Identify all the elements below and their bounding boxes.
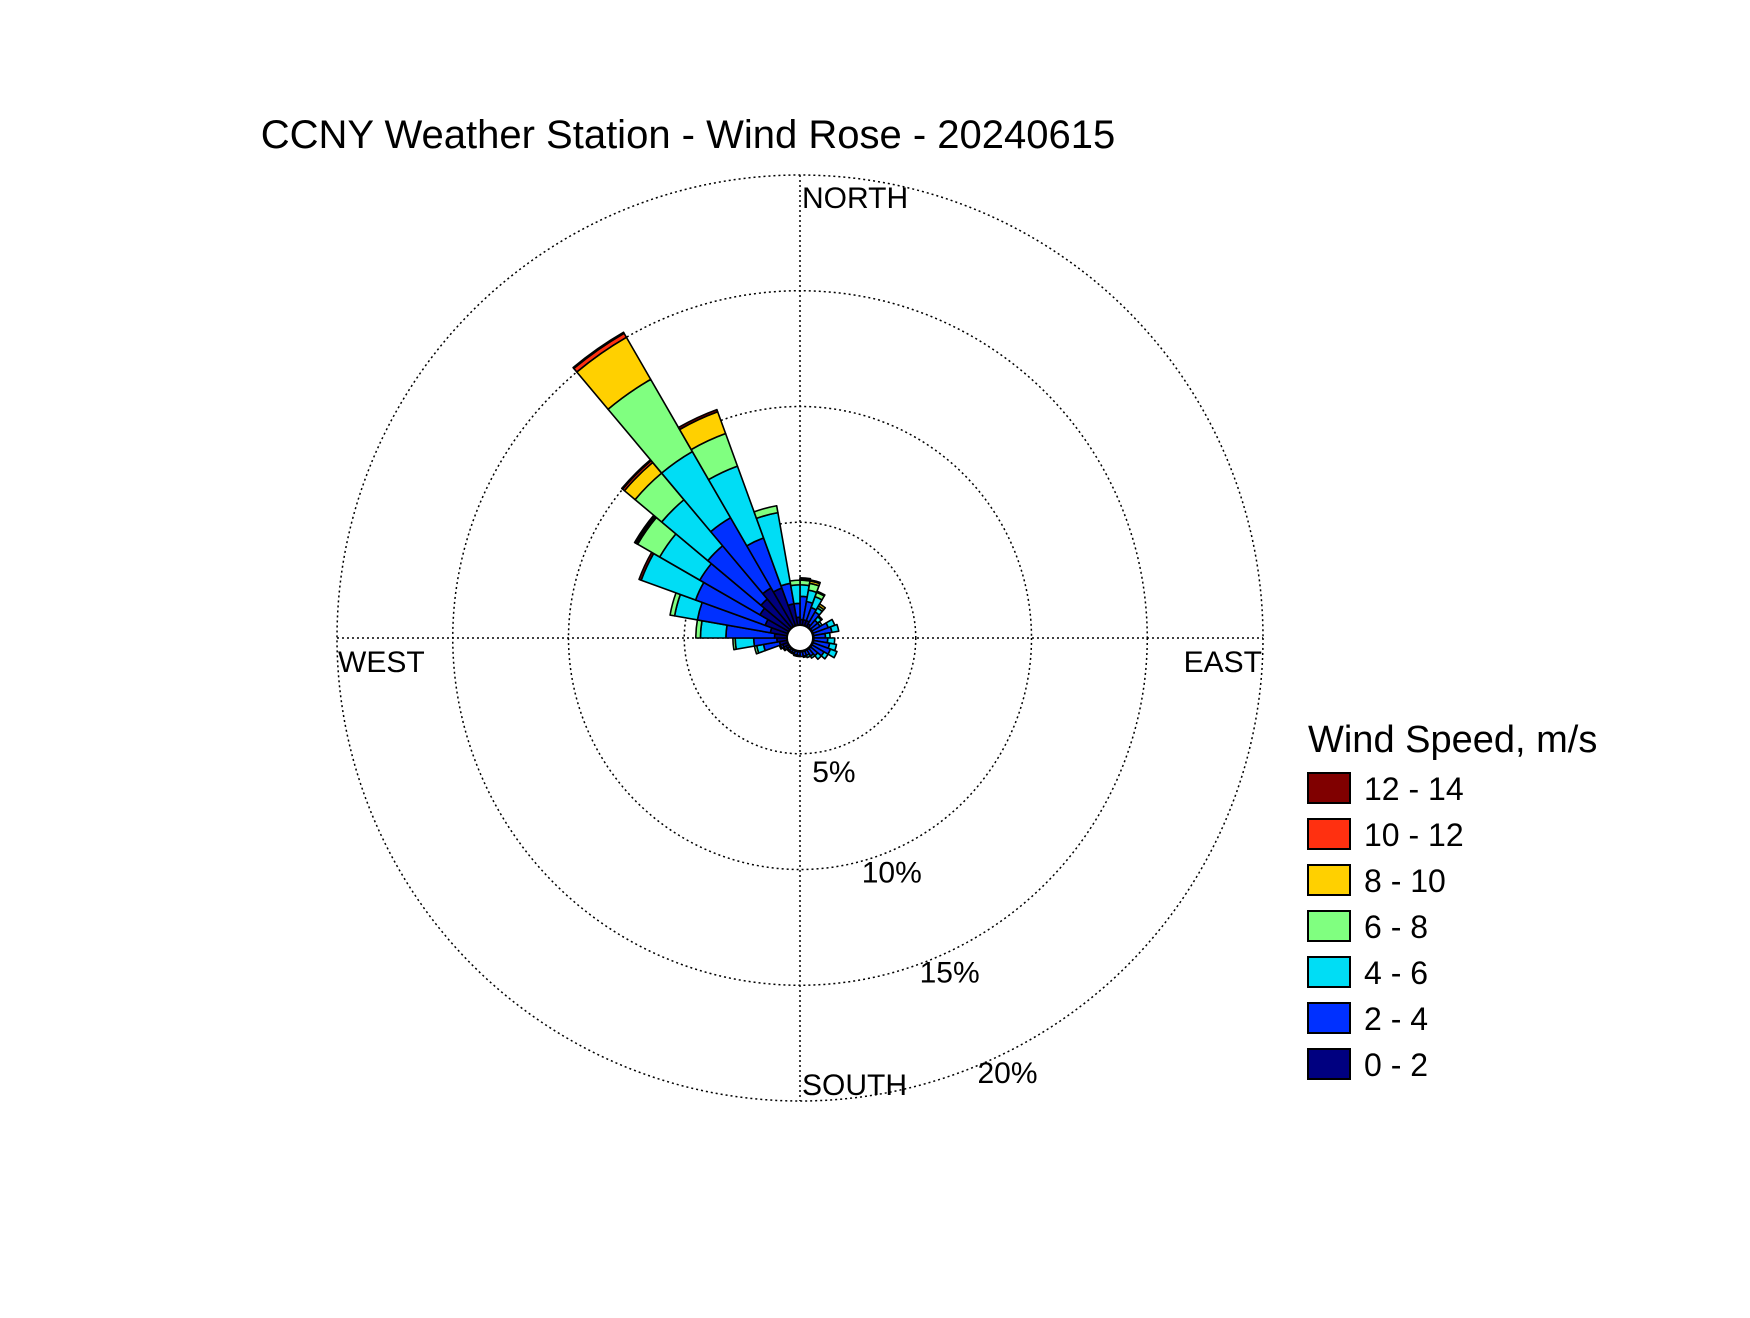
radial-tick-label-15: 15% [920, 957, 980, 990]
direction-label-south: SOUTH [802, 1069, 907, 1102]
legend-swatch-6-8 [1307, 910, 1351, 942]
sector-275-bin-6-8 [695, 619, 703, 639]
sector-165-bin-4-6 [802, 654, 808, 659]
calm-center-circle [786, 624, 814, 652]
sector-135-bin-4-6 [814, 652, 823, 661]
legend-swatch-2-4 [1307, 1002, 1351, 1034]
legend-label-8-10: 8 - 10 [1364, 863, 1446, 899]
legend-swatch-4-6 [1307, 956, 1351, 988]
legend-label-2-4: 2 - 4 [1364, 1001, 1428, 1037]
radial-tick-label-20: 20% [977, 1057, 1037, 1090]
sector-345-bin-6-8 [753, 504, 779, 520]
legend-swatch-8-10 [1307, 864, 1351, 896]
legend-label-10-12: 10 - 12 [1364, 817, 1464, 853]
legend-swatch-12-14 [1307, 772, 1351, 804]
direction-label-north: NORTH [802, 182, 908, 215]
sector-325-bin-12-14 [572, 331, 625, 370]
radial-tick-labels: 5% 10% 15% 20% [812, 756, 1037, 1090]
legend-label-6-8: 6 - 8 [1364, 909, 1428, 945]
sector-265-bin-6-8 [732, 637, 737, 651]
sector-75-bin-4-6 [829, 623, 840, 634]
legend: Wind Speed, m/s 12 - 14 10 - 12 8 - 10 6 - … [1307, 719, 1597, 1083]
sector-45-bin-6-8 [817, 615, 823, 621]
grid-circle-5 [683, 521, 917, 755]
sector-125-bin-4-6 [820, 651, 829, 660]
legend-label-12-14: 12 - 14 [1364, 771, 1464, 807]
sector-5-bin-10-12 [799, 577, 812, 581]
legend-label-4-6: 4 - 6 [1364, 955, 1428, 991]
sector-35-bin-8-10 [817, 603, 827, 611]
direction-label-east: EAST [1184, 646, 1262, 679]
legend-items: 12 - 14 10 - 12 8 - 10 6 - 8 4 - 6 2 - 4 0 - 2 [1307, 771, 1464, 1083]
sector-265-bin-4-6 [734, 637, 756, 651]
chart-title: CCNY Weather Station - Wind Rose - 20240… [261, 113, 1116, 157]
radial-tick-label-5: 5% [812, 756, 855, 789]
sector-335 [677, 408, 801, 639]
legend-swatch-10-12 [1307, 818, 1351, 850]
sector-325 [572, 331, 801, 639]
sector-275 [695, 619, 801, 639]
sector-115-bin-4-6 [827, 648, 838, 659]
legend-title: Wind Speed, m/s [1308, 719, 1597, 761]
sector-15-bin-10-12 [809, 579, 821, 585]
sector-25-bin-8-10 [815, 590, 826, 597]
wind-sectors [572, 331, 840, 661]
direction-label-west: WEST [338, 646, 425, 679]
polar-grid [336, 174, 1264, 1102]
radial-tick-label-10: 10% [862, 856, 922, 889]
sector-145-bin-4-6 [809, 653, 816, 659]
legend-swatch-0-2 [1307, 1048, 1351, 1080]
sector-355-bin-6-8 [789, 579, 801, 587]
sector-335-bin-12-14 [677, 408, 719, 431]
sector-295 [638, 551, 801, 639]
legend-label-0-2: 0 - 2 [1364, 1047, 1428, 1083]
sector-15 [799, 579, 821, 639]
